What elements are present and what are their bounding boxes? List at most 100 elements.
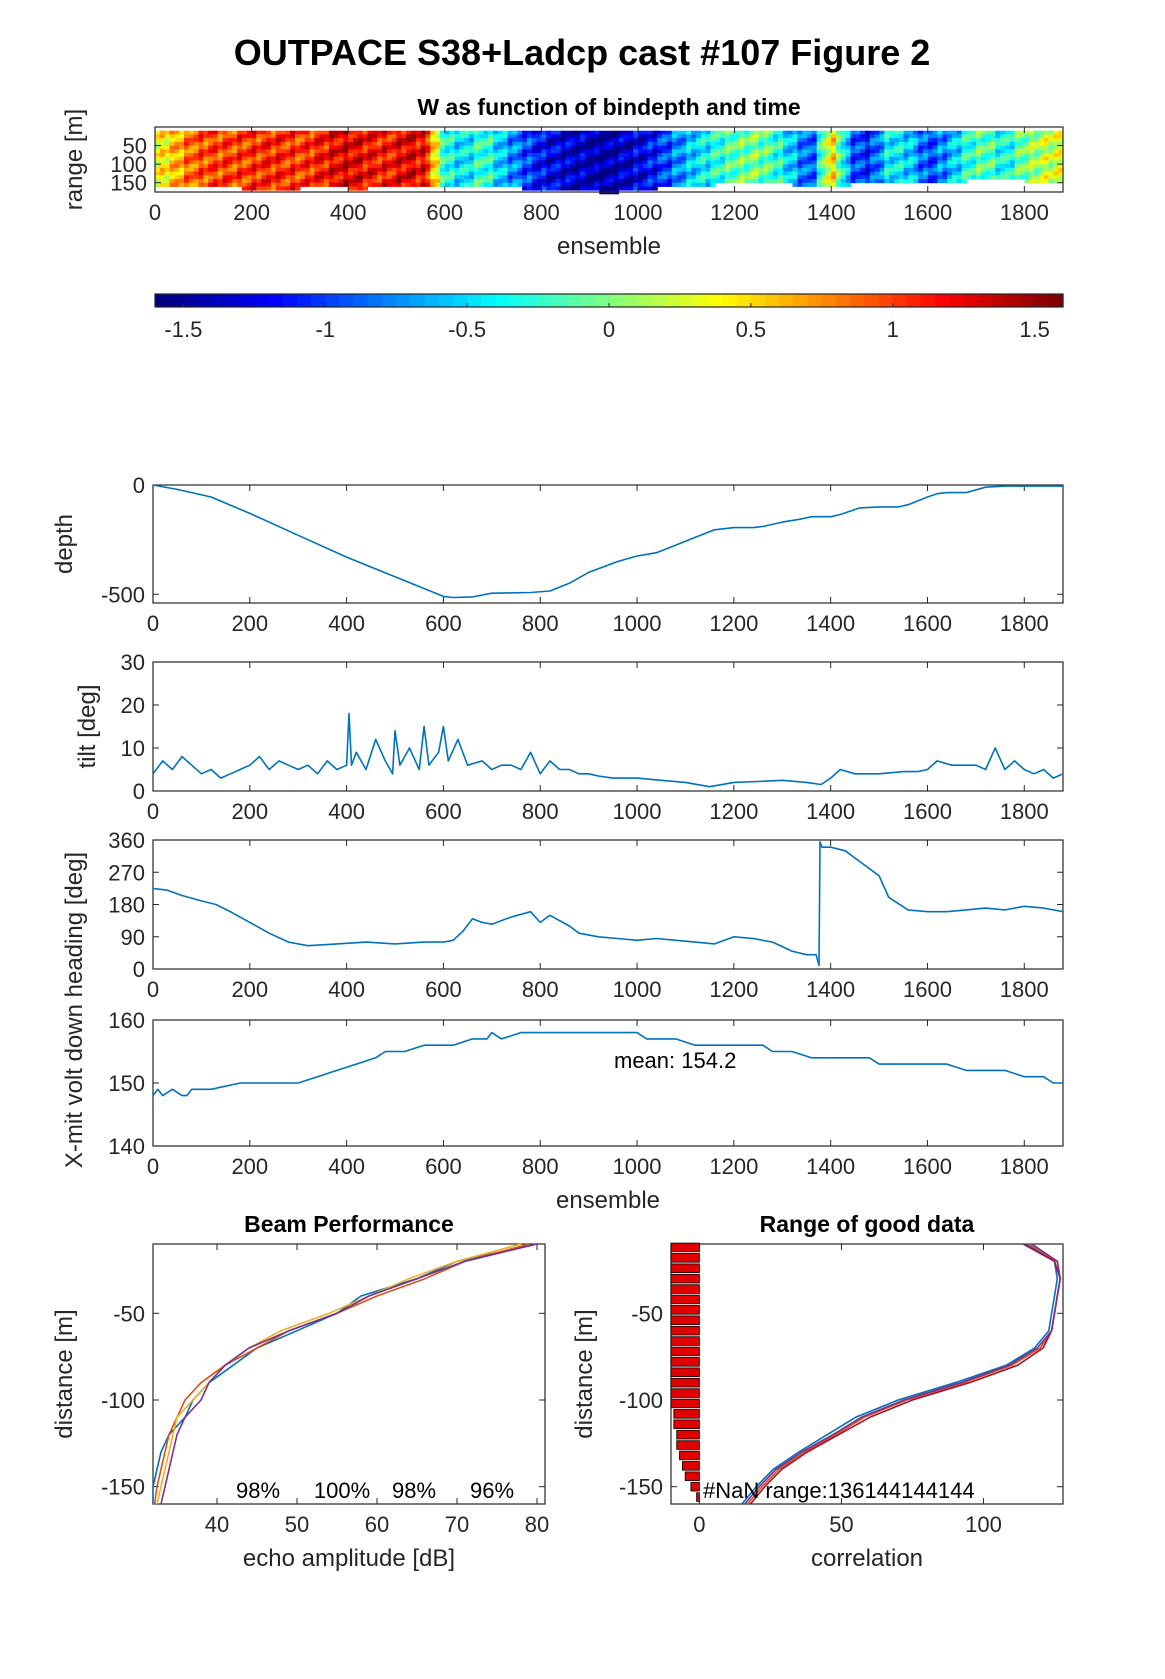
w-cell — [275, 141, 281, 147]
w-cell — [169, 182, 175, 187]
w-cell — [314, 138, 320, 143]
w-cell — [584, 186, 591, 191]
colorbar-swatch — [1006, 294, 1022, 307]
w-cell — [942, 179, 948, 184]
w-cell — [710, 164, 716, 169]
w-cell — [517, 145, 523, 150]
w-cell — [526, 149, 533, 154]
w-cell — [903, 167, 909, 173]
w-cell — [613, 171, 620, 176]
w-cell — [415, 141, 422, 147]
w-cell — [391, 130, 397, 135]
w-cell — [618, 149, 624, 154]
w-cell — [633, 186, 639, 191]
w-cell — [333, 134, 339, 139]
depth-xtick-label: 800 — [522, 611, 559, 636]
w-cell — [874, 179, 880, 184]
w-cell — [1053, 153, 1059, 158]
w-cell — [1058, 153, 1064, 158]
w-cell — [580, 153, 586, 158]
w-cell — [401, 156, 407, 161]
w-cell — [309, 167, 315, 173]
colorbar-swatch — [396, 294, 411, 307]
w-cell — [889, 175, 895, 180]
w-cell — [512, 141, 518, 147]
w-cell — [473, 160, 480, 165]
w-cell — [845, 138, 851, 143]
w-cell — [309, 134, 315, 139]
w-cell — [686, 145, 692, 150]
w-cell — [193, 138, 199, 143]
w-cell — [1038, 145, 1045, 150]
w-cell — [990, 149, 996, 154]
w-cell — [314, 171, 320, 176]
w-cell — [324, 167, 330, 173]
w-cell — [889, 145, 895, 150]
w-cell — [1029, 130, 1035, 135]
heading-xtick-label: 1000 — [613, 977, 662, 1002]
w-cell — [768, 149, 774, 154]
w-cell — [729, 138, 735, 143]
xmit_volt-ytick-label: 150 — [108, 1071, 145, 1096]
w-cell — [850, 179, 856, 184]
w-cell — [782, 167, 789, 173]
colorbar-tick-label: -0.5 — [448, 317, 486, 342]
w-cell — [208, 171, 214, 176]
w-cell — [599, 171, 605, 176]
w-cell — [976, 145, 982, 150]
w-cell — [309, 179, 315, 184]
w-cell — [338, 175, 344, 180]
w-cell — [816, 138, 822, 143]
w-cell — [488, 149, 494, 154]
w-cell — [203, 134, 209, 139]
w-cell — [285, 175, 291, 180]
w-cell — [662, 182, 668, 187]
w-cell — [894, 134, 900, 139]
w-cell — [198, 138, 204, 143]
w-cell — [744, 145, 750, 150]
w-cell — [763, 164, 769, 169]
w-cell — [676, 138, 682, 143]
w-cell — [555, 171, 562, 176]
w-cell — [913, 134, 919, 139]
w-cell — [1029, 175, 1035, 180]
w-cell — [1019, 138, 1025, 143]
w-cell — [613, 182, 620, 187]
w-cell — [266, 175, 272, 180]
w-cell — [1005, 145, 1011, 150]
w-cell — [464, 182, 470, 187]
w-cell — [338, 149, 344, 154]
w-cell — [898, 149, 905, 154]
w-cell — [778, 175, 784, 180]
w-cell — [628, 160, 634, 165]
w-cell — [1019, 164, 1025, 169]
w-section-xtick-label: 1600 — [903, 200, 952, 225]
w-cell — [546, 138, 552, 143]
w-cell — [382, 175, 388, 180]
w-cell — [188, 179, 195, 184]
w-cell — [208, 141, 214, 147]
w-cell — [894, 175, 900, 180]
w-cell — [913, 149, 919, 154]
w-cell — [845, 171, 851, 176]
w-cell — [411, 164, 417, 169]
w-cell — [227, 141, 233, 147]
w-cell — [285, 164, 291, 169]
w-cell — [758, 153, 764, 158]
w-cell — [855, 149, 861, 154]
w-cell — [662, 164, 668, 169]
w-cell — [299, 145, 306, 150]
w-cell — [488, 153, 494, 158]
w-cell — [850, 130, 856, 135]
colorbar-tick-label: 0 — [603, 317, 615, 342]
w-cell — [947, 134, 953, 139]
w-section-xlabel: ensemble — [557, 233, 661, 260]
w-cell — [618, 156, 624, 161]
w-cell — [715, 171, 721, 176]
w-cell — [623, 145, 629, 150]
w-cell — [246, 130, 253, 135]
w-cell — [681, 141, 687, 147]
w-cell — [304, 156, 310, 161]
w-cell — [526, 171, 533, 176]
beam-performance-ylabel: distance [m] — [51, 1309, 78, 1438]
